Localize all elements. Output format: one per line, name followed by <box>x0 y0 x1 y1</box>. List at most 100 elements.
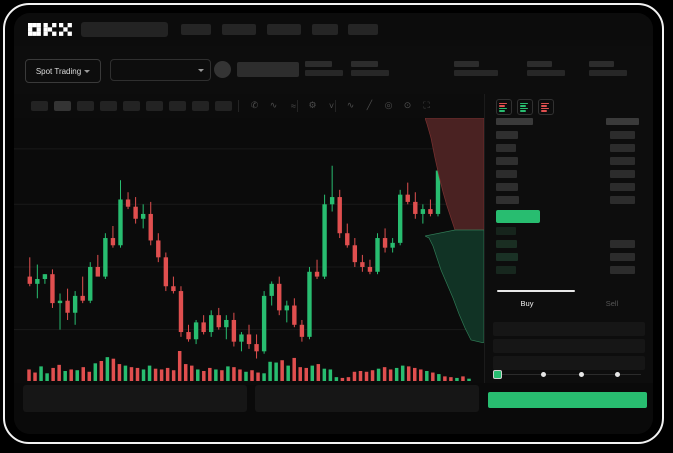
order-price-field[interactable] <box>493 322 645 336</box>
timeframe-5m[interactable] <box>54 101 71 111</box>
timeframe-1d[interactable] <box>169 101 186 111</box>
fullscreen-icon[interactable]: ⛶ <box>423 100 430 110</box>
volume-bar <box>129 367 134 381</box>
orderbook-ask-row[interactable] <box>496 183 518 191</box>
settings-icon[interactable]: ⊙ <box>403 100 412 110</box>
stat-change-value <box>351 70 389 76</box>
volume-bar <box>304 367 309 381</box>
nav-item-2[interactable] <box>222 24 256 35</box>
volume-bar <box>388 369 393 381</box>
volume-bar <box>467 378 471 381</box>
stat-last-price-value <box>305 70 343 76</box>
orderbook-ask-row[interactable] <box>496 144 516 152</box>
toggle-row <box>541 102 549 104</box>
volume-bar <box>99 361 104 381</box>
stat-volume-24h <box>589 61 627 76</box>
volume-bar <box>27 369 31 381</box>
trading-pair-select[interactable] <box>110 59 211 81</box>
volume-bar <box>189 365 194 381</box>
market-type-dropdown[interactable]: Spot Trading <box>25 59 101 83</box>
toggle-row <box>541 105 547 107</box>
chart-type-candles-icon[interactable]: ✆ <box>250 100 259 110</box>
volume-bar <box>346 377 351 381</box>
top-navigation-bar <box>14 13 653 46</box>
volume-bar <box>250 370 254 381</box>
order-amount-slider[interactable] <box>493 369 645 379</box>
timeframe-15m[interactable] <box>77 101 94 111</box>
orderbook-view-bids-icon[interactable] <box>517 99 533 115</box>
compare-icon[interactable]: ≈ <box>291 100 296 111</box>
toolbar-divider <box>335 100 336 112</box>
timeframe-4h[interactable] <box>146 101 163 111</box>
volume-bar <box>298 367 302 381</box>
orderbook-current-price-row[interactable] <box>496 210 540 223</box>
orderbook-ask-amount <box>610 157 635 165</box>
orderbook-ask-row[interactable] <box>496 157 518 165</box>
chevron-down-icon[interactable]: ˅ <box>328 100 335 111</box>
timeframe-1m[interactable] <box>31 101 48 111</box>
indicator-icon[interactable]: ∿ <box>269 100 278 110</box>
line-chart-icon[interactable]: ∿ <box>346 100 355 110</box>
volume-bar <box>352 371 357 381</box>
orderbook-bid-row[interactable] <box>496 227 516 235</box>
okx-logo-icon[interactable] <box>28 23 72 36</box>
avatar[interactable] <box>214 61 231 78</box>
volume-bar <box>135 367 140 381</box>
timeframe-1M[interactable] <box>215 101 232 111</box>
toggle-row <box>499 105 505 107</box>
volume-bar <box>268 361 272 381</box>
volume-bar <box>147 365 152 381</box>
orderbook-view-asks-icon[interactable] <box>538 99 554 115</box>
slider-marker[interactable] <box>540 371 546 377</box>
footer-panel-left[interactable] <box>23 385 247 412</box>
measure-ruler-icon[interactable]: ╱ <box>366 100 373 110</box>
orderbook-ask-row[interactable] <box>496 131 518 139</box>
order-amount-field[interactable] <box>493 339 645 353</box>
stat-high-24h <box>454 61 498 76</box>
slider-marker[interactable] <box>579 371 585 377</box>
volume-bar <box>153 368 158 381</box>
footer-confirm-button[interactable] <box>488 392 647 408</box>
timeframe-30m[interactable] <box>100 101 117 111</box>
active-tab-indicator <box>497 290 575 292</box>
orderbook-bid-row[interactable] <box>496 253 518 261</box>
toggle-row <box>520 110 526 112</box>
orderbook-bid-row[interactable] <box>496 266 516 274</box>
orderbook-bid-row[interactable] <box>496 240 517 248</box>
timeframe-1h[interactable] <box>123 101 140 111</box>
nav-item-1[interactable] <box>181 24 211 35</box>
stat-high-24h-label <box>454 61 479 67</box>
volume-bar <box>400 365 405 381</box>
orderbook-ask-amount <box>610 144 635 152</box>
volume-bar <box>57 364 61 381</box>
order-form <box>485 318 653 383</box>
nav-item-5[interactable] <box>348 24 378 35</box>
orderbook-ask-row[interactable] <box>496 170 517 178</box>
volume-bar <box>322 368 327 381</box>
nav-item-3[interactable] <box>267 24 301 35</box>
volume-bar <box>244 371 248 381</box>
orderbook-header-amount <box>606 118 639 125</box>
slider-marker[interactable] <box>615 371 621 377</box>
tab-sell[interactable]: Sell <box>605 299 619 308</box>
settings-gear-icon[interactable]: ⚙ <box>308 100 317 110</box>
search-input[interactable] <box>81 22 168 37</box>
volume-bar <box>105 357 110 381</box>
volume-bar <box>376 368 381 381</box>
volume-bar <box>437 374 441 381</box>
stat-volume-24h-value <box>589 70 627 76</box>
nav-item-4[interactable] <box>312 24 338 35</box>
tab-buy[interactable]: Buy <box>520 299 534 308</box>
camera-snapshot-icon[interactable]: ◎ <box>384 100 393 110</box>
orderbook-view-both-icon[interactable] <box>496 99 512 115</box>
volume-histogram-svg <box>27 351 471 381</box>
volume-bar <box>256 372 260 381</box>
timeframe-1w[interactable] <box>192 101 209 111</box>
volume-bar <box>274 362 278 381</box>
orderbook-bid-amount <box>610 266 635 274</box>
slider-handle[interactable] <box>493 370 502 379</box>
order-total-field[interactable] <box>493 356 645 370</box>
orderbook-ask-row[interactable] <box>496 196 519 204</box>
volume-bar <box>165 367 170 381</box>
footer-panel-mid[interactable] <box>255 385 479 412</box>
